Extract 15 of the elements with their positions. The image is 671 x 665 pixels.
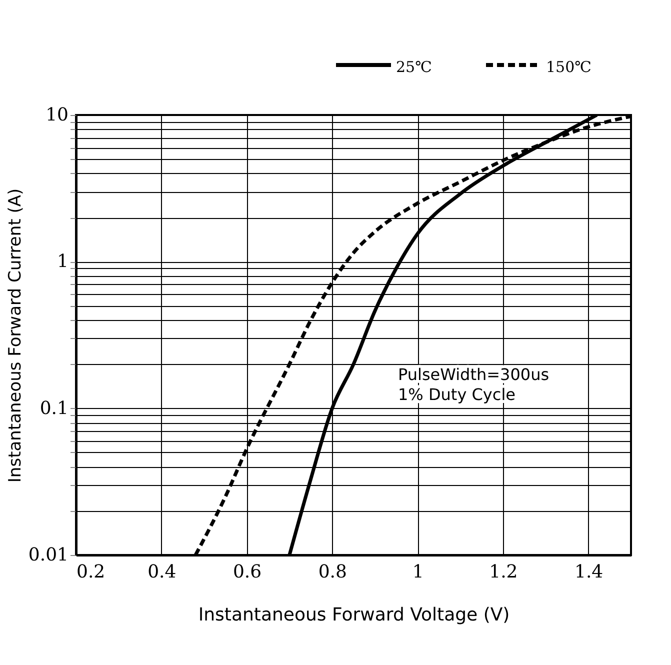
legend-label: 25℃	[396, 58, 432, 76]
y-tick-label: 0.01	[28, 544, 68, 566]
x-axis-title: Instantaneous Forward Voltage (V)	[198, 604, 510, 626]
y-axis-title: Instantaneous Forward Current (A)	[5, 188, 26, 483]
y-tick-label: 0.1	[40, 398, 68, 419]
x-tick-label: 0.4	[148, 562, 176, 582]
x-tick-label: 1	[412, 562, 424, 582]
x-tick-label: 0.2	[76, 562, 106, 582]
y-tick-label: 1	[57, 251, 68, 272]
x-tick-label: 1.2	[489, 562, 518, 582]
x-tick-label: 0.6	[232, 562, 262, 582]
x-tick-label: 1.4	[574, 562, 604, 582]
y-tick-label: 10	[46, 104, 68, 126]
legend-label: 150℃	[546, 58, 592, 76]
x-tick-label: 0.8	[318, 562, 347, 582]
